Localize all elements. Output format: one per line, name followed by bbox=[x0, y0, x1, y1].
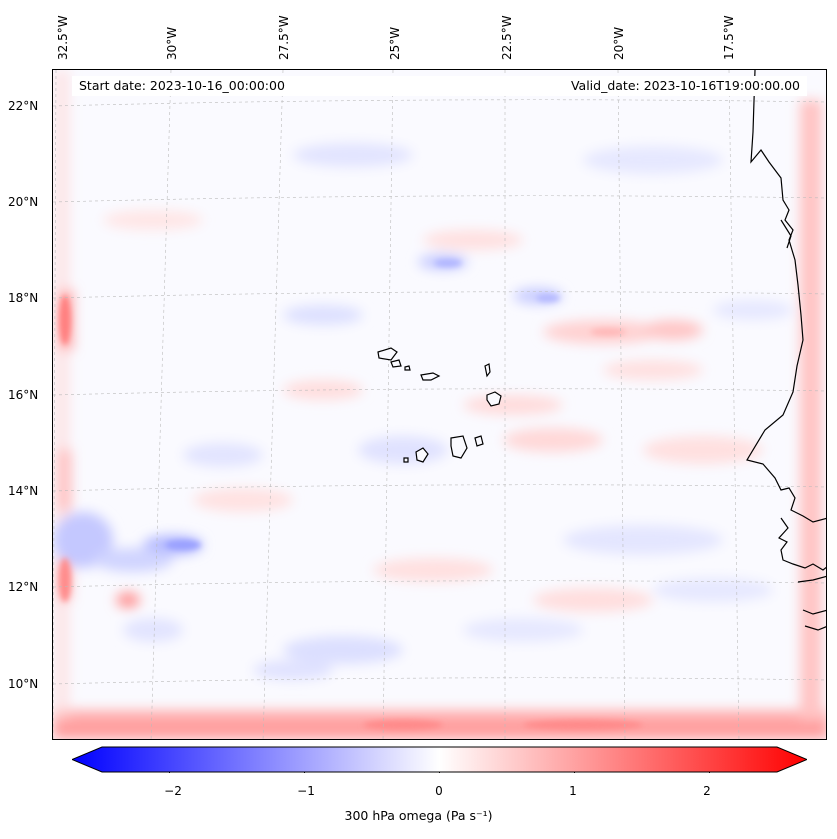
colorbar-tick-2: 2 bbox=[703, 784, 711, 798]
lat-label-20n: 20°N bbox=[8, 195, 39, 209]
colorbar-tick-neg1: −1 bbox=[297, 784, 315, 798]
lat-label-22n: 22°N bbox=[8, 99, 39, 113]
islands bbox=[377, 347, 502, 463]
omega-field-map bbox=[53, 70, 826, 739]
lon-label-20w: 20°W bbox=[612, 26, 626, 60]
map-panel[interactable] bbox=[52, 69, 827, 740]
colorbar-tick-neg2: −2 bbox=[164, 784, 182, 798]
lat-label-12n: 12°N bbox=[8, 580, 39, 594]
colorbar-label: 300 hPa omega (Pa s⁻¹) bbox=[344, 808, 493, 823]
date-info-bar bbox=[72, 76, 807, 96]
colorbar bbox=[72, 746, 807, 773]
lon-label-25w: 25°W bbox=[388, 26, 402, 60]
graticule bbox=[53, 70, 826, 739]
colorbar-tick-0: 0 bbox=[435, 784, 443, 798]
lat-label-16n: 16°N bbox=[8, 388, 39, 402]
lat-label-14n: 14°N bbox=[8, 484, 39, 498]
lat-label-18n: 18°N bbox=[8, 291, 39, 305]
colorbar-tick-1: 1 bbox=[569, 784, 577, 798]
lon-label-22.5w: 22.5°W bbox=[500, 15, 514, 60]
colorbar-gradient bbox=[72, 746, 807, 773]
lon-label-17.5w: 17.5°W bbox=[722, 15, 736, 60]
lat-label-10n: 10°N bbox=[8, 677, 39, 691]
lon-label-27.5w: 27.5°W bbox=[277, 15, 291, 60]
lon-label-32.5w: 32.5°W bbox=[56, 15, 70, 60]
start-date-text: Start date: 2023-10-16_00:00:00 bbox=[79, 78, 285, 93]
omega-field-streaks bbox=[59, 259, 643, 730]
coastline bbox=[746, 70, 826, 631]
lon-label-30w: 30°W bbox=[165, 26, 179, 60]
valid-date-text: Valid_date: 2023-10-16T19:00:00.00 bbox=[570, 78, 800, 93]
